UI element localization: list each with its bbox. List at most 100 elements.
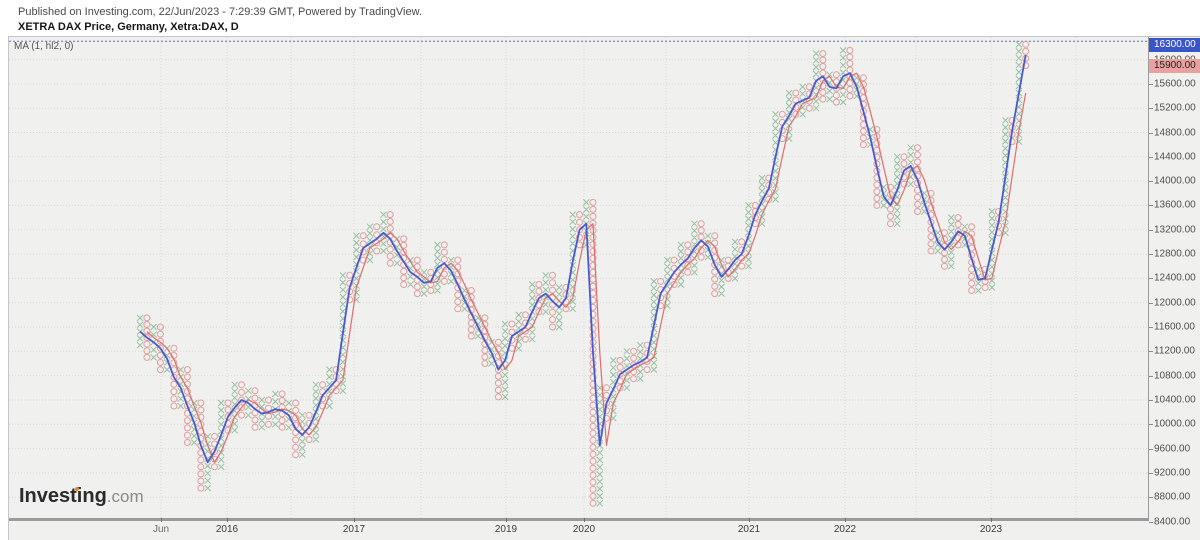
pnf-o-box bbox=[832, 71, 840, 79]
pnf-o-box bbox=[914, 208, 921, 215]
y-tick-mark bbox=[1149, 108, 1153, 110]
pnf-o-box bbox=[751, 201, 759, 209]
pnf-o-box bbox=[440, 277, 448, 285]
pnf-o-box bbox=[846, 66, 854, 74]
y-tick-mark bbox=[1149, 205, 1153, 207]
pnf-o-box bbox=[211, 432, 218, 440]
pnf-o-box bbox=[535, 308, 543, 316]
pnf-o-box bbox=[305, 411, 313, 419]
pnf-o-box bbox=[873, 139, 881, 147]
y-tick-mark bbox=[1149, 448, 1153, 450]
pnf-o-box bbox=[278, 417, 286, 425]
pnf-o-box bbox=[454, 256, 462, 264]
pnf-o-box bbox=[900, 180, 908, 188]
y-tick-label: 8400.00 bbox=[1154, 516, 1191, 527]
pnf-o-box bbox=[494, 393, 502, 401]
pnf-o-box bbox=[156, 359, 164, 366]
pnf-o-box bbox=[521, 335, 529, 343]
pnf-o-box bbox=[549, 271, 556, 279]
chart-canvas[interactable]: MA (1, hl2, 0) Investing.com bbox=[9, 37, 1148, 518]
pnf-o-box bbox=[359, 232, 367, 240]
y-tick-mark bbox=[1149, 424, 1153, 426]
pnf-o-box bbox=[508, 320, 516, 328]
pnf-o-box bbox=[413, 283, 421, 291]
pnf-o-box bbox=[413, 290, 421, 298]
pnf-o-box bbox=[819, 95, 827, 103]
pnf-o-box bbox=[224, 413, 232, 421]
pnf-o-box bbox=[589, 366, 597, 374]
x-tick-mark bbox=[354, 518, 355, 522]
pnf-o-box bbox=[589, 240, 597, 248]
pnf-o-box bbox=[197, 463, 205, 471]
y-tick-label: 15600.00 bbox=[1154, 78, 1196, 90]
pnf-o-box bbox=[968, 287, 976, 294]
pnf-o-box bbox=[589, 471, 597, 479]
pnf-o-box bbox=[697, 226, 705, 234]
pnf-o-box bbox=[873, 201, 881, 209]
pnf-o-box bbox=[211, 463, 218, 471]
pnf-o-box bbox=[603, 384, 610, 392]
y-tick-label: 14000.00 bbox=[1154, 175, 1196, 187]
x-tick-mark bbox=[227, 518, 228, 522]
pnf-o-box bbox=[346, 271, 354, 279]
x-tick-label: 2023 bbox=[979, 524, 1003, 535]
ma-line-red bbox=[146, 72, 1027, 463]
pnf-o-box bbox=[589, 254, 597, 262]
pnf-o-box bbox=[887, 212, 894, 220]
pnf-o-box bbox=[927, 240, 935, 248]
pnf-o-box bbox=[346, 296, 354, 304]
pnf-o-box bbox=[589, 275, 597, 283]
y-tick-mark bbox=[1149, 302, 1153, 304]
pnf-o-box bbox=[427, 287, 435, 294]
pnf-o-box bbox=[589, 436, 597, 444]
y-tick-label: 15200.00 bbox=[1154, 102, 1196, 114]
pnf-o-box bbox=[778, 110, 786, 118]
pnf-o-box bbox=[170, 344, 178, 352]
time-axis[interactable]: Jun 2016 2017 2019 2020 2021 2022 2023 bbox=[9, 518, 1148, 540]
pnf-o-box bbox=[589, 317, 597, 325]
pnf-o-box bbox=[589, 401, 597, 409]
pnf-o-box bbox=[589, 422, 597, 430]
y-tick-mark bbox=[1149, 327, 1153, 328]
pnf-o-box bbox=[197, 413, 205, 421]
pnf-o-box bbox=[549, 308, 556, 316]
y-tick-mark bbox=[1149, 400, 1153, 401]
y-tick-label: 10400.00 bbox=[1154, 394, 1196, 406]
pnf-o-box bbox=[494, 372, 502, 380]
pnf-o-box bbox=[562, 305, 570, 313]
pnf-o-box bbox=[900, 160, 908, 168]
watermark-bold: Investing bbox=[19, 485, 107, 507]
pnf-o-box bbox=[440, 248, 448, 256]
pnf-chart bbox=[9, 37, 1148, 518]
pnf-o-box bbox=[143, 327, 151, 335]
pnf-o-box bbox=[170, 380, 178, 388]
pnf-o-box bbox=[630, 361, 638, 369]
pnf-o-box bbox=[183, 424, 191, 432]
pnf-o-box bbox=[454, 298, 462, 306]
pnf-o-box bbox=[711, 261, 719, 269]
x-tick-mark bbox=[749, 518, 750, 522]
pnf-x-boxes bbox=[136, 41, 1023, 507]
pnf-o-box bbox=[183, 366, 191, 374]
pnf-o-box bbox=[494, 379, 502, 387]
watermark-suffix: .com bbox=[106, 487, 144, 506]
pnf-o-box bbox=[305, 436, 313, 443]
pnf-o-box bbox=[576, 211, 583, 219]
pnf-o-box bbox=[292, 443, 300, 451]
pnf-o-box bbox=[156, 330, 164, 338]
pnf-o-box bbox=[914, 144, 921, 152]
pnf-o-box bbox=[183, 402, 191, 410]
pnf-o-box bbox=[1008, 116, 1016, 124]
pnf-o-box bbox=[265, 404, 272, 412]
pnf-o-box bbox=[197, 435, 205, 442]
pnf-o-box bbox=[670, 256, 678, 264]
pnf-o-box bbox=[292, 399, 300, 407]
pnf-o-box bbox=[873, 181, 881, 189]
pnf-o-box bbox=[697, 253, 705, 261]
pnf-o-box bbox=[589, 450, 597, 458]
pnf-o-box bbox=[630, 375, 638, 383]
price-axis[interactable]: 16000.0015600.0015200.0014800.0014400.00… bbox=[1148, 37, 1200, 527]
pnf-o-box bbox=[616, 363, 624, 371]
pnf-o-box bbox=[183, 417, 191, 425]
x-tick-mark bbox=[845, 518, 846, 522]
